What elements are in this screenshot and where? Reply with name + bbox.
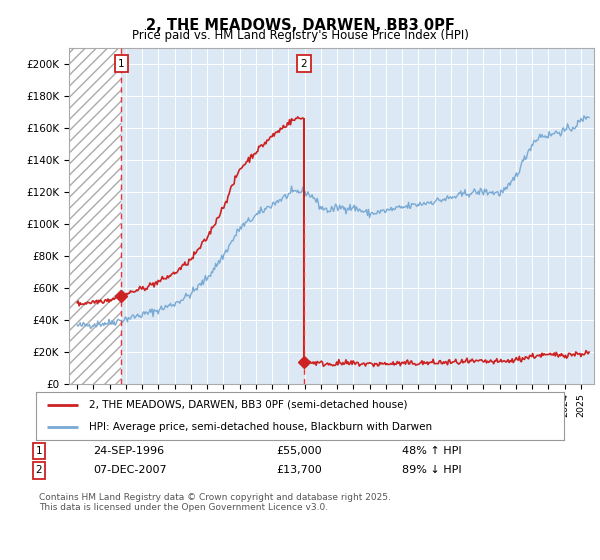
Text: 2, THE MEADOWS, DARWEN, BB3 0PF: 2, THE MEADOWS, DARWEN, BB3 0PF [146,18,454,33]
Bar [121,48,594,384]
Text: 2, THE MEADOWS, DARWEN, BB3 0PF (semi-detached house): 2, THE MEADOWS, DARWEN, BB3 0PF (semi-de… [89,400,407,410]
Text: HPI: Average price, semi-detached house, Blackburn with Darwen: HPI: Average price, semi-detached house,… [89,422,432,432]
Text: 2: 2 [300,59,307,69]
Text: 2: 2 [35,465,43,475]
Text: £55,000: £55,000 [276,446,322,456]
Text: 1: 1 [118,59,125,69]
Text: Contains HM Land Registry data © Crown copyright and database right 2025.
This d: Contains HM Land Registry data © Crown c… [39,493,391,512]
Text: 24-SEP-1996: 24-SEP-1996 [93,446,164,456]
Text: 89% ↓ HPI: 89% ↓ HPI [402,465,461,475]
Text: 1: 1 [35,446,43,456]
Text: 07-DEC-2007: 07-DEC-2007 [93,465,167,475]
Bar [69,48,121,384]
Text: Price paid vs. HM Land Registry's House Price Index (HPI): Price paid vs. HM Land Registry's House … [131,29,469,42]
Text: 48% ↑ HPI: 48% ↑ HPI [402,446,461,456]
Text: £13,700: £13,700 [276,465,322,475]
